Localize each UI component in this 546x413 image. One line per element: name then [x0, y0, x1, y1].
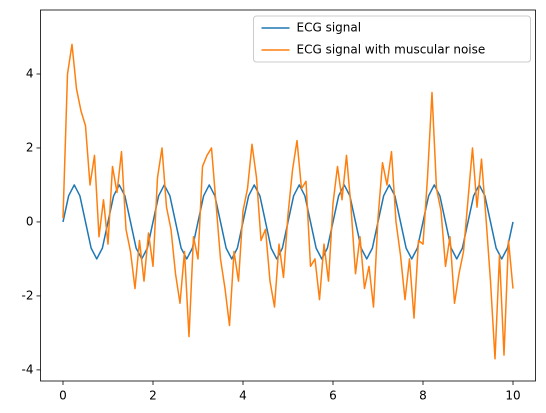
x-tick-label: 2: [149, 389, 157, 403]
x-tick-label: 6: [329, 389, 337, 403]
y-tick-label: 2: [26, 140, 34, 154]
x-tick-label: 0: [59, 389, 67, 403]
line-series: [62, 43, 514, 360]
y-tick-label: -4: [22, 362, 34, 376]
y-tick-label: 0: [26, 214, 34, 228]
x-tick-label: 10: [505, 389, 520, 403]
x-tick-label: 4: [239, 389, 247, 403]
legend-label: ECG signal with muscular noise: [297, 43, 486, 57]
legend-label: ECG signal: [297, 21, 362, 35]
plot-frame: [40, 9, 536, 382]
y-tick-label: 4: [26, 66, 34, 80]
x-tick-label: 8: [419, 389, 427, 403]
y-tick-label: -2: [22, 288, 34, 302]
legend-box: [253, 15, 531, 63]
